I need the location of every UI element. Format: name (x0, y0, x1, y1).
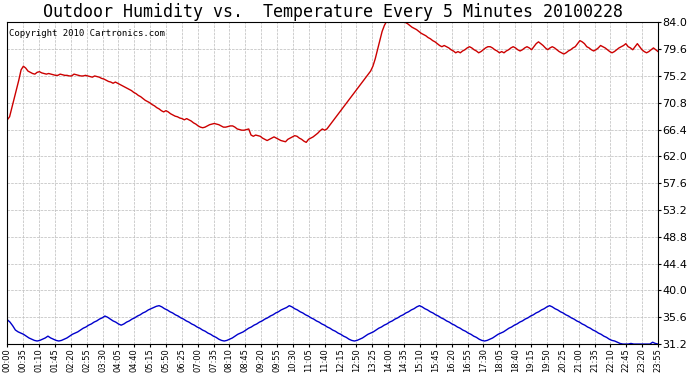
Text: Copyright 2010 Cartronics.com: Copyright 2010 Cartronics.com (8, 29, 164, 38)
Title: Outdoor Humidity vs.  Temperature Every 5 Minutes 20100228: Outdoor Humidity vs. Temperature Every 5… (43, 3, 622, 21)
